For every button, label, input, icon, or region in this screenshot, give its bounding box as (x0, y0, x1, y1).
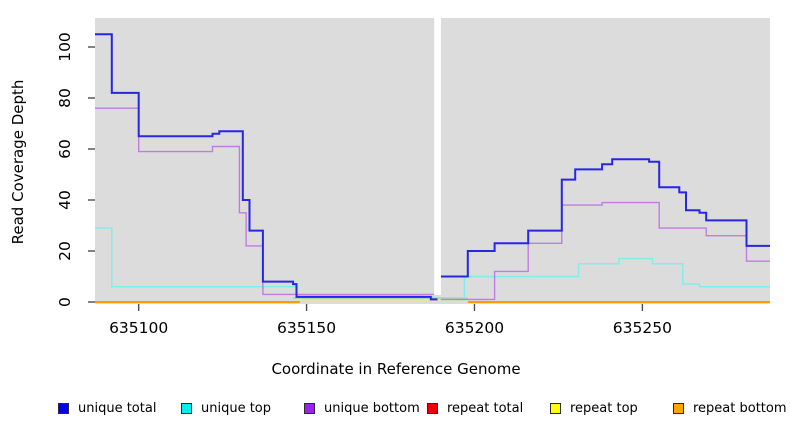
legend-label: repeat total (447, 400, 524, 416)
legend-item-repeat-top: repeat top (550, 399, 638, 417)
x-axis-title: Coordinate in Reference Genome (271, 360, 521, 378)
x-tick-label: 635100 (109, 319, 168, 337)
legend-item-repeat-total: repeat total (427, 399, 523, 417)
legend-item-unique-top: unique top (181, 399, 271, 417)
legend-label: unique bottom (324, 400, 420, 416)
legend-swatch-repeat-total (427, 402, 438, 414)
legend-label: repeat top (570, 400, 638, 416)
x-tick-label: 635250 (613, 319, 672, 337)
plot-area: 635100 635150 635200 635250 0 20 40 60 80 100 (56, 18, 770, 337)
series-unique-total (440, 158, 770, 278)
x-tick-label: 635200 (445, 319, 504, 337)
legend-swatch-unique-total (58, 402, 69, 414)
legend-label: unique top (201, 400, 272, 416)
series-unique-top (440, 257, 770, 301)
y-tick-label: 80 (56, 88, 74, 108)
series-unique-total (95, 33, 438, 301)
y-tick-label: 40 (56, 190, 74, 210)
legend-swatch-unique-bottom (304, 402, 315, 414)
legend-item-unique-total: unique total (58, 399, 156, 417)
legend-swatch-unique-top (181, 402, 192, 414)
y-tick-label: 0 (56, 297, 74, 307)
legend-label: unique total (78, 400, 157, 416)
y-tick-label: 60 (56, 139, 74, 159)
legend: unique total unique top unique bottom repea… (0, 399, 792, 421)
y-axis-title: Read Coverage Depth (9, 79, 27, 245)
legend-item-repeat-bottom: repeat bottom (673, 399, 787, 417)
legend-swatch-repeat-bottom (673, 402, 684, 414)
legend-label: repeat bottom (693, 400, 787, 416)
y-tick-label: 100 (56, 32, 74, 62)
y-tick-label: 20 (56, 241, 74, 261)
x-tick-label: 635150 (277, 319, 336, 337)
legend-swatch-repeat-top (550, 402, 561, 414)
plot-panel (95, 18, 770, 304)
coverage-gap-band (434, 18, 441, 295)
legend-item-unique-bottom: unique bottom (304, 399, 420, 417)
series-unique-bottom (440, 201, 770, 301)
